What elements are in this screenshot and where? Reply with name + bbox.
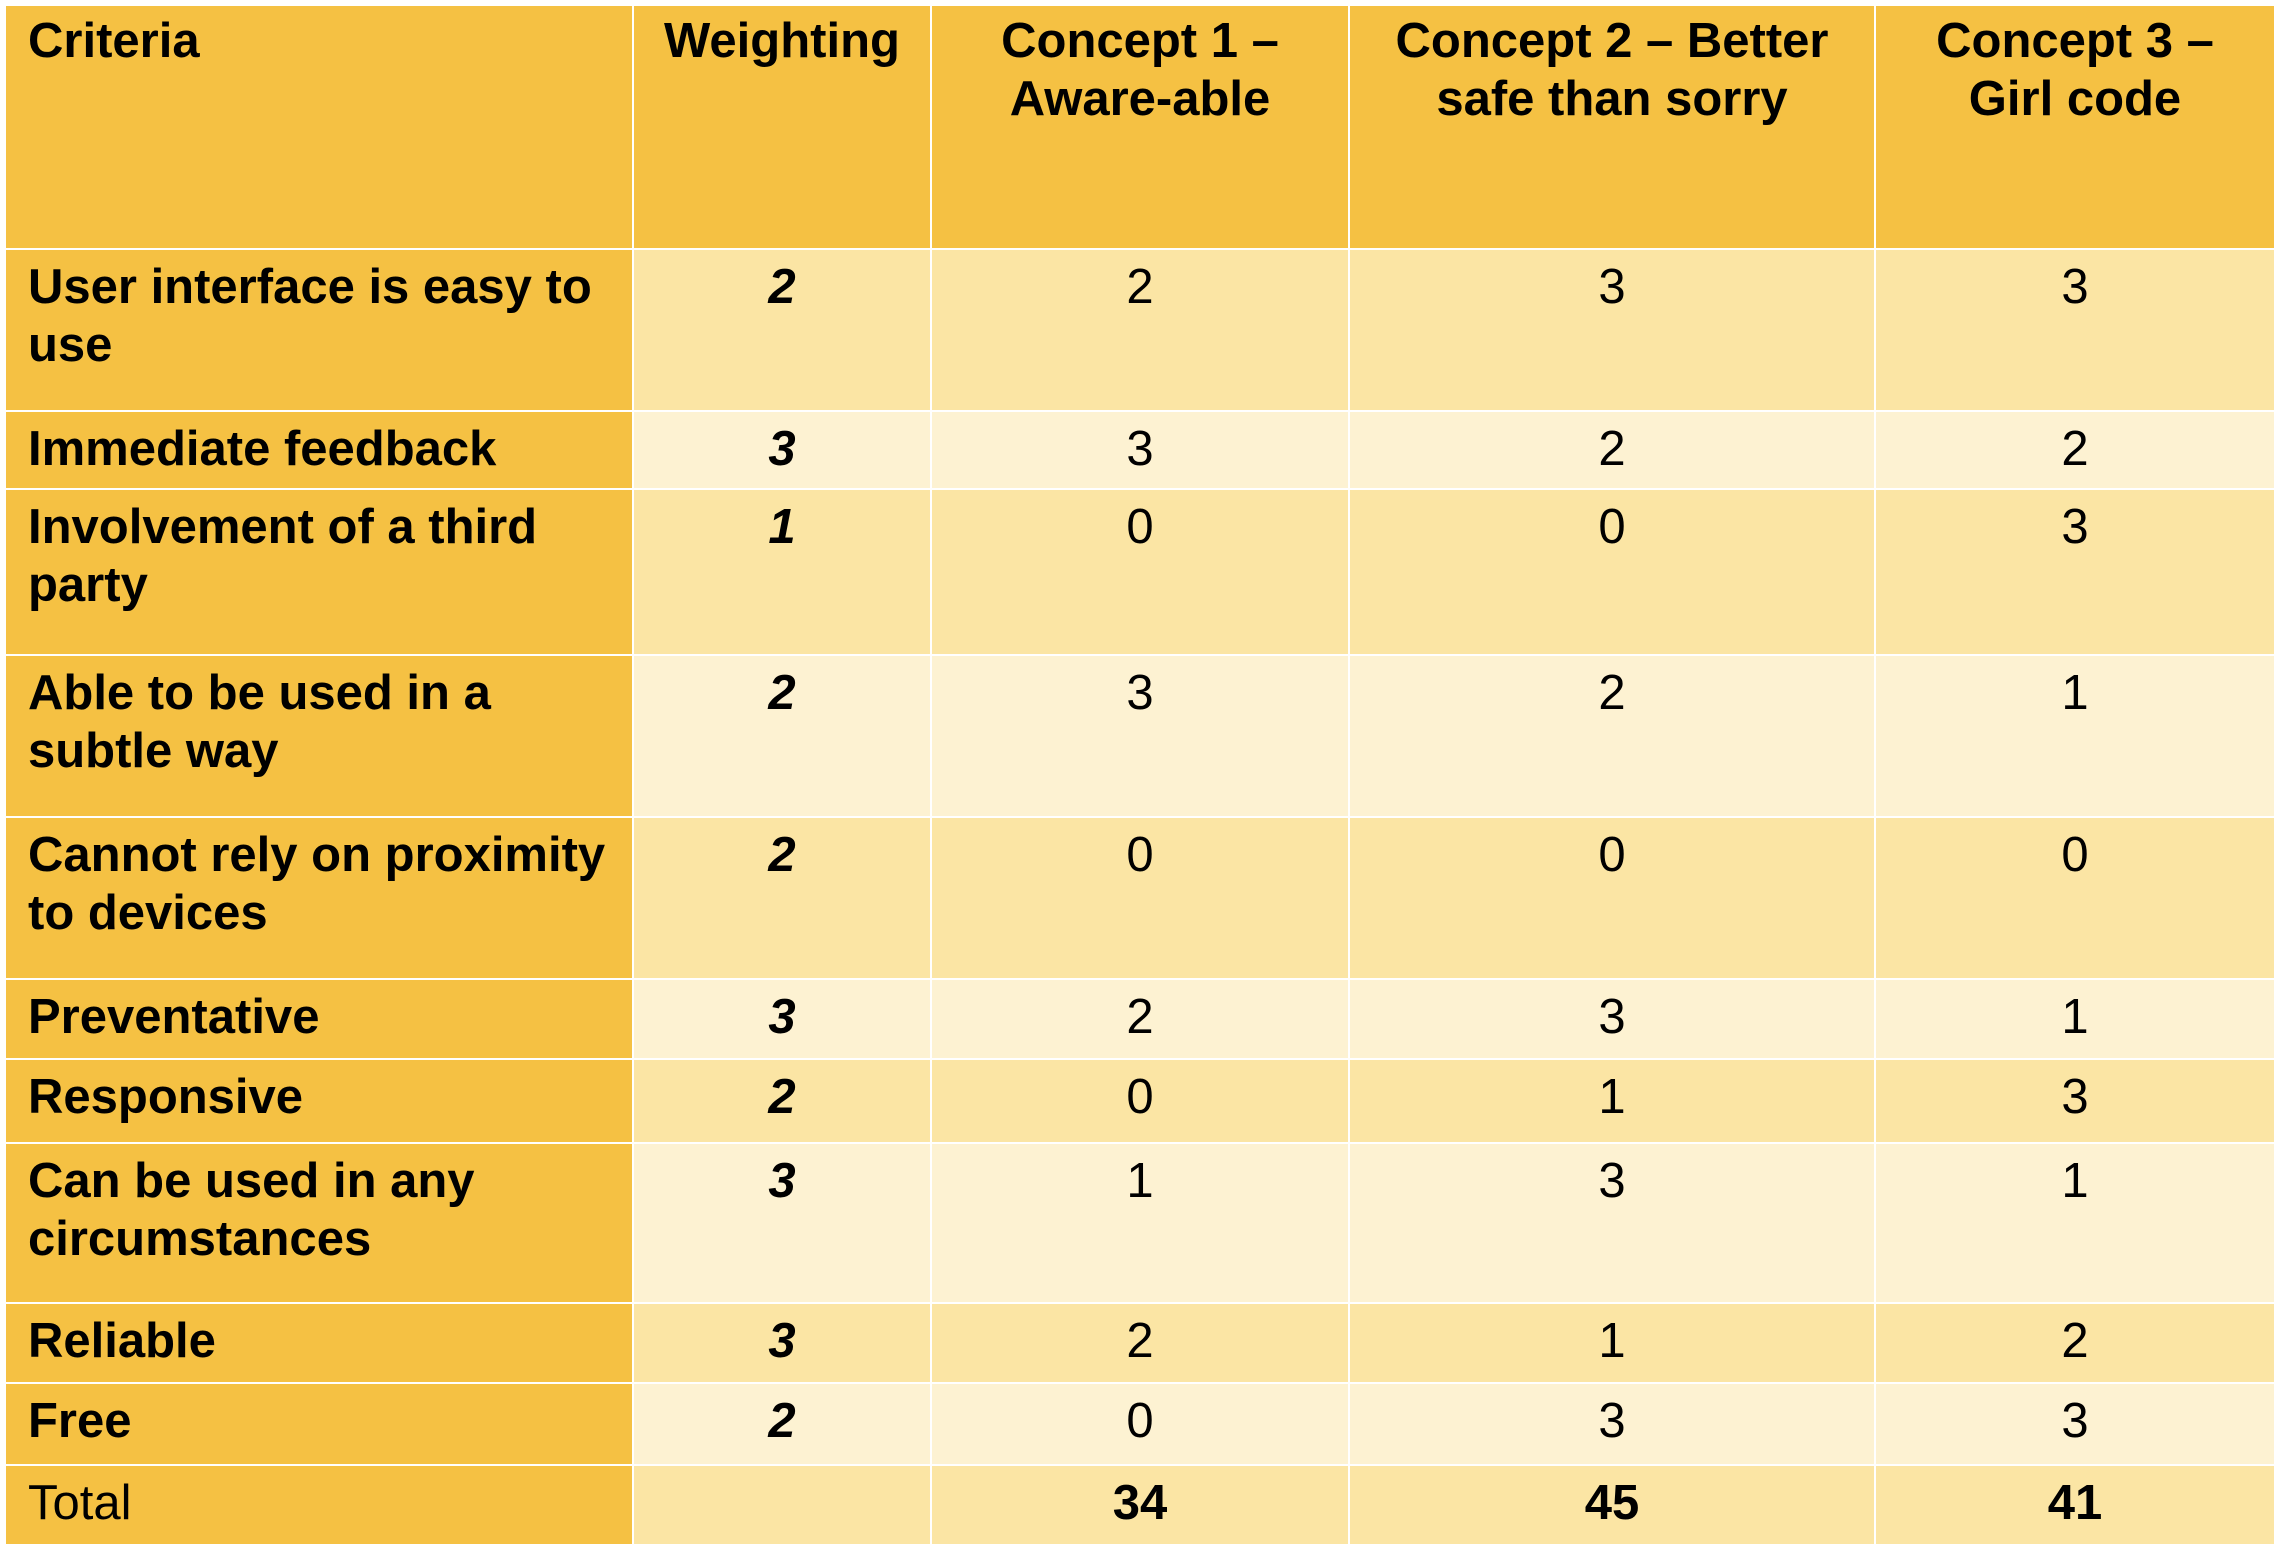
criteria-cell: Responsive (4, 1058, 634, 1144)
concept-3-score: 1 (1874, 978, 2276, 1060)
concept-1-total: 34 (930, 1464, 1350, 1546)
concept-2-score: 3 (1348, 1382, 1876, 1466)
concept-2-score: 0 (1348, 816, 1876, 980)
table-row: User interface is easy to use 2 2 3 3 (4, 248, 2276, 412)
header-concept-2: Concept 2 – Better safe than sorry (1348, 4, 1876, 250)
decision-matrix-table: Criteria Weighting Concept 1 – Aware-abl… (4, 4, 2276, 1546)
concept-1-score: 3 (930, 654, 1350, 818)
weighting-cell: 2 (632, 654, 932, 818)
header-weighting: Weighting (632, 4, 932, 250)
concept-1-score: 2 (930, 978, 1350, 1060)
concept-2-total: 45 (1348, 1464, 1876, 1546)
concept-2-score: 2 (1348, 654, 1876, 818)
weighting-cell: 1 (632, 488, 932, 656)
concept-2-score: 3 (1348, 248, 1876, 412)
concept-3-score: 2 (1874, 1302, 2276, 1384)
table-row: Immediate feedback 3 3 2 2 (4, 410, 2276, 490)
weighting-cell: 3 (632, 410, 932, 490)
header-concept-1: Concept 1 – Aware-able (930, 4, 1350, 250)
table-row: Able to be used in a subtle way 2 3 2 1 (4, 654, 2276, 818)
concept-2-score: 3 (1348, 1142, 1876, 1304)
header-criteria: Criteria (4, 4, 634, 250)
weighting-cell: 3 (632, 1302, 932, 1384)
table-row: Free 2 0 3 3 (4, 1382, 2276, 1466)
criteria-cell: User interface is easy to use (4, 248, 634, 412)
table-row: Cannot rely on proximity to devices 2 0 … (4, 816, 2276, 980)
concept-1-score: 0 (930, 816, 1350, 980)
total-row: Total 34 45 41 (4, 1464, 2276, 1546)
table-row: Can be used in any circumstances 3 1 3 1 (4, 1142, 2276, 1304)
criteria-cell: Cannot rely on proximity to devices (4, 816, 634, 980)
total-weighting (632, 1464, 932, 1546)
concept-3-score: 3 (1874, 1058, 2276, 1144)
criteria-cell: Free (4, 1382, 634, 1466)
table-row: Involvement of a third party 1 0 0 3 (4, 488, 2276, 656)
criteria-cell: Immediate feedback (4, 410, 634, 490)
criteria-cell: Able to be used in a subtle way (4, 654, 634, 818)
weighting-cell: 3 (632, 978, 932, 1060)
concept-2-score: 0 (1348, 488, 1876, 656)
concept-3-score: 3 (1874, 488, 2276, 656)
concept-3-score: 1 (1874, 1142, 2276, 1304)
header-concept-3: Concept 3 – Girl code (1874, 4, 2276, 250)
table-row: Responsive 2 0 1 3 (4, 1058, 2276, 1144)
concept-1-score: 2 (930, 1302, 1350, 1384)
total-label: Total (4, 1464, 634, 1546)
criteria-cell: Involvement of a third party (4, 488, 634, 656)
concept-3-score: 2 (1874, 410, 2276, 490)
weighting-cell: 2 (632, 816, 932, 980)
weighting-cell: 2 (632, 1382, 932, 1466)
weighting-cell: 2 (632, 248, 932, 412)
concept-2-score: 1 (1348, 1302, 1876, 1384)
header-row: Criteria Weighting Concept 1 – Aware-abl… (4, 4, 2276, 250)
criteria-cell: Reliable (4, 1302, 634, 1384)
criteria-cell: Can be used in any circumstances (4, 1142, 634, 1304)
concept-1-score: 2 (930, 248, 1350, 412)
concept-1-score: 0 (930, 1058, 1350, 1144)
concept-1-score: 3 (930, 410, 1350, 490)
concept-2-score: 2 (1348, 410, 1876, 490)
concept-1-score: 0 (930, 488, 1350, 656)
concept-1-score: 0 (930, 1382, 1350, 1466)
concept-2-score: 1 (1348, 1058, 1876, 1144)
concept-3-score: 0 (1874, 816, 2276, 980)
concept-1-score: 1 (930, 1142, 1350, 1304)
table-row: Reliable 3 2 1 2 (4, 1302, 2276, 1384)
concept-3-score: 3 (1874, 1382, 2276, 1466)
table-row: Preventative 3 2 3 1 (4, 978, 2276, 1060)
concept-3-score: 1 (1874, 654, 2276, 818)
concept-2-score: 3 (1348, 978, 1876, 1060)
weighting-cell: 2 (632, 1058, 932, 1144)
criteria-cell: Preventative (4, 978, 634, 1060)
weighting-cell: 3 (632, 1142, 932, 1304)
concept-3-total: 41 (1874, 1464, 2276, 1546)
concept-3-score: 3 (1874, 248, 2276, 412)
